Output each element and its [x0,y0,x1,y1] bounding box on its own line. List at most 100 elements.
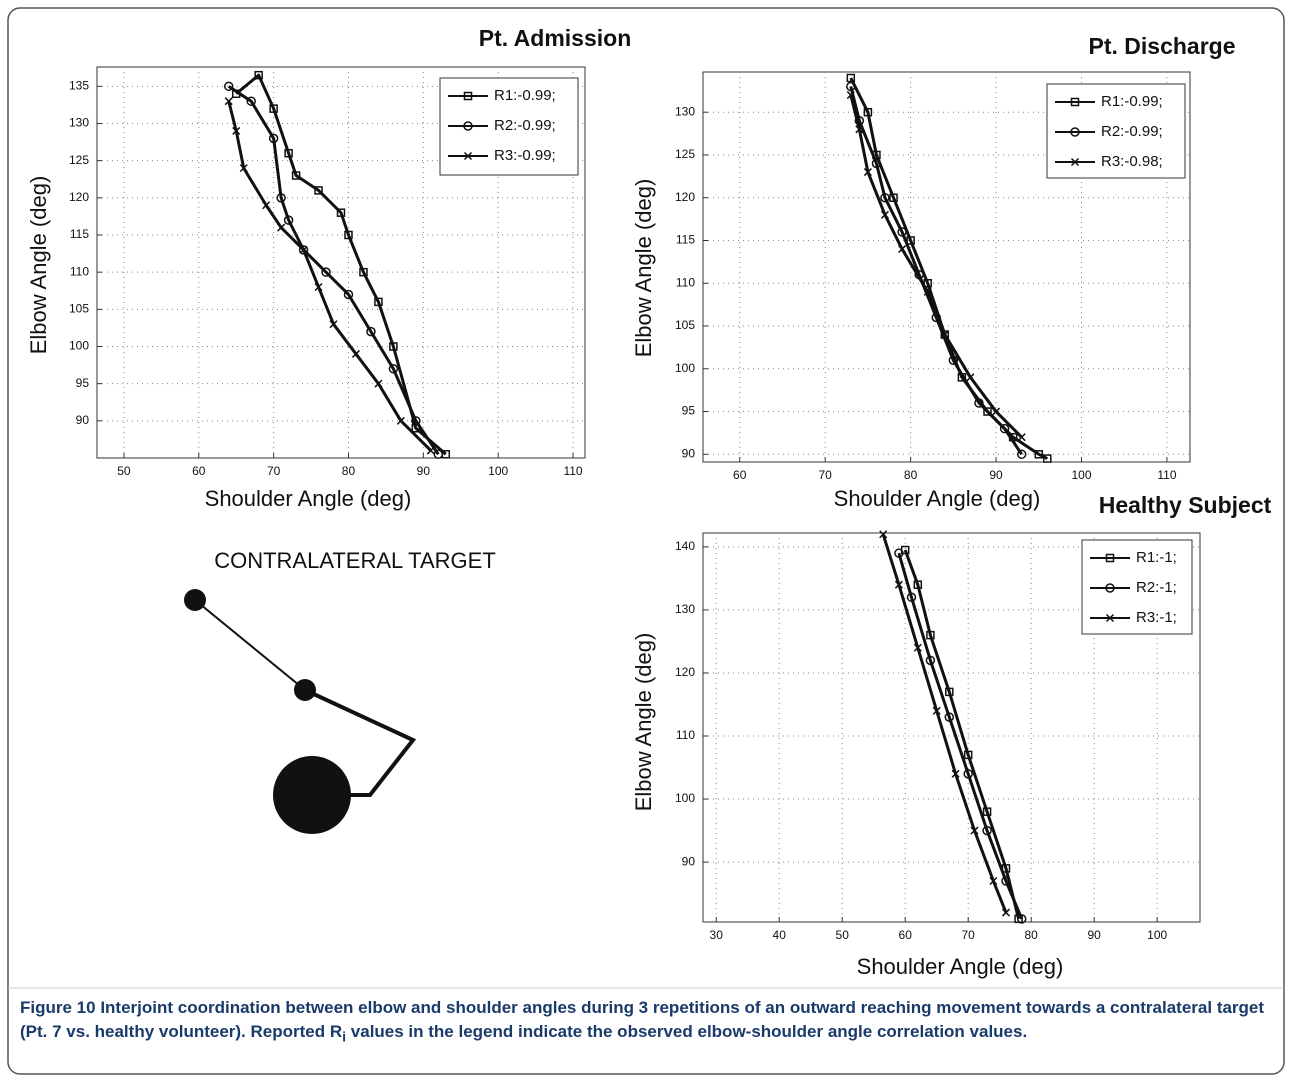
y-tick-label: 120 [69,190,89,204]
x-tick-label: 60 [733,468,747,482]
chart-title: Healthy Subject [1099,492,1272,518]
arm-diagram: CONTRALATERAL TARGET [184,548,496,834]
marker-x [262,201,271,210]
y-tick-label: 115 [70,227,89,241]
marker-x [299,245,308,254]
hand [294,679,316,701]
marker-circle [982,825,992,836]
y-tick-label: 120 [675,665,695,679]
marker-x [329,320,338,329]
marker-circle [974,398,984,408]
caption-text: Interjoint coordination between elbow an… [20,998,1265,1041]
marker-square [291,171,301,180]
series-line [897,552,1024,920]
marker-circle [1016,449,1027,460]
forearm [194,599,306,691]
x-tick-label: 80 [904,468,918,482]
series-line [849,77,1048,460]
x-tick-label: 80 [1025,928,1039,942]
frame [7,7,1285,1075]
y-tick-label: 110 [676,275,695,289]
marker-square [389,342,398,351]
plot: 60 70 80 90 100 110 90 95 100 105 110 115 120 125 130 P… [631,33,1236,511]
chart-title: Pt. Discharge [1089,33,1236,59]
x-axis-label: Shoulder Angle (deg) [834,486,1041,511]
caption-text-end: values in the legend indicate the observ… [346,1022,1028,1041]
legend-marker [463,121,473,131]
series-line [849,94,1023,439]
marker-x [913,643,922,652]
marker-x [232,126,241,135]
marker-circle [366,326,376,337]
marker-circle [906,592,917,603]
marker-circle [999,423,1010,434]
marker-square [846,73,856,83]
y-tick-label: 90 [682,446,696,460]
x-axis-label: Shoulder Angle (deg) [205,486,412,511]
marker-x [951,769,960,778]
marker-circle [246,96,256,106]
legend-marker [1070,157,1080,167]
marker-x [970,826,979,835]
marker-circle [1016,914,1027,924]
series-line [227,85,440,456]
marker-circle [411,416,421,426]
marker-x [879,530,888,539]
legend-marker [1070,127,1080,137]
caption-label: Figure 10 [20,998,96,1017]
marker-x [932,706,941,715]
series-line [881,533,1008,914]
legend-label: R2:-0.99; [1101,123,1163,140]
legend-label: R1:-1; [1136,549,1177,566]
marker-x [966,373,975,382]
marker-x [992,407,1001,416]
legend-marker [463,151,473,161]
diagram-label: CONTRALATERAL TARGET [214,548,496,573]
x-tick-label: 90 [989,468,1003,482]
y-tick-label: 105 [69,302,89,316]
marker-x [989,876,998,886]
x-tick-label: 100 [1071,468,1091,482]
y-tick-label: 105 [675,318,695,332]
marker-circle [948,355,959,365]
marker-square [254,70,263,80]
marker-circle [846,81,856,92]
plot: 30 40 50 60 70 80 90 100 90 100 110 120 130 140 Health… [631,492,1272,979]
marker-square [1043,454,1052,463]
marker-x [880,210,890,219]
chart-title: Pt. Admission [479,25,632,51]
y-axis-label: Elbow Angle (deg) [631,633,656,812]
marker-x [894,580,903,589]
marker-x [239,164,248,173]
series-line [227,100,432,452]
marker-square [359,267,368,277]
marker-x [855,125,864,134]
marker-x [923,287,932,296]
x-tick-label: 110 [563,464,582,478]
x-tick-label: 70 [818,468,832,482]
marker-square [889,193,898,202]
marker-circle [283,215,294,225]
series-line [903,549,1021,920]
y-tick-label: 110 [676,728,695,742]
marker-x [374,379,383,388]
marker-x [396,416,405,425]
marker-square [284,148,293,158]
marker-circle [880,192,890,203]
y-axis-label: Elbow Angle (deg) [26,176,51,355]
marker-circle [871,158,882,169]
marker-circle [268,133,279,144]
y-tick-label: 110 [70,264,89,278]
x-tick-label: 100 [1147,928,1167,942]
shoulder [273,756,351,834]
marker-circle [894,548,904,558]
x-tick-label: 70 [267,464,281,478]
marker-square [945,687,954,697]
marker-x [846,91,855,100]
x-tick-label: 60 [192,464,206,478]
y-tick-label: 100 [69,339,89,353]
marker-circle [963,769,973,779]
legend-label: R3:-1; [1136,609,1177,626]
marker-x [314,282,323,292]
